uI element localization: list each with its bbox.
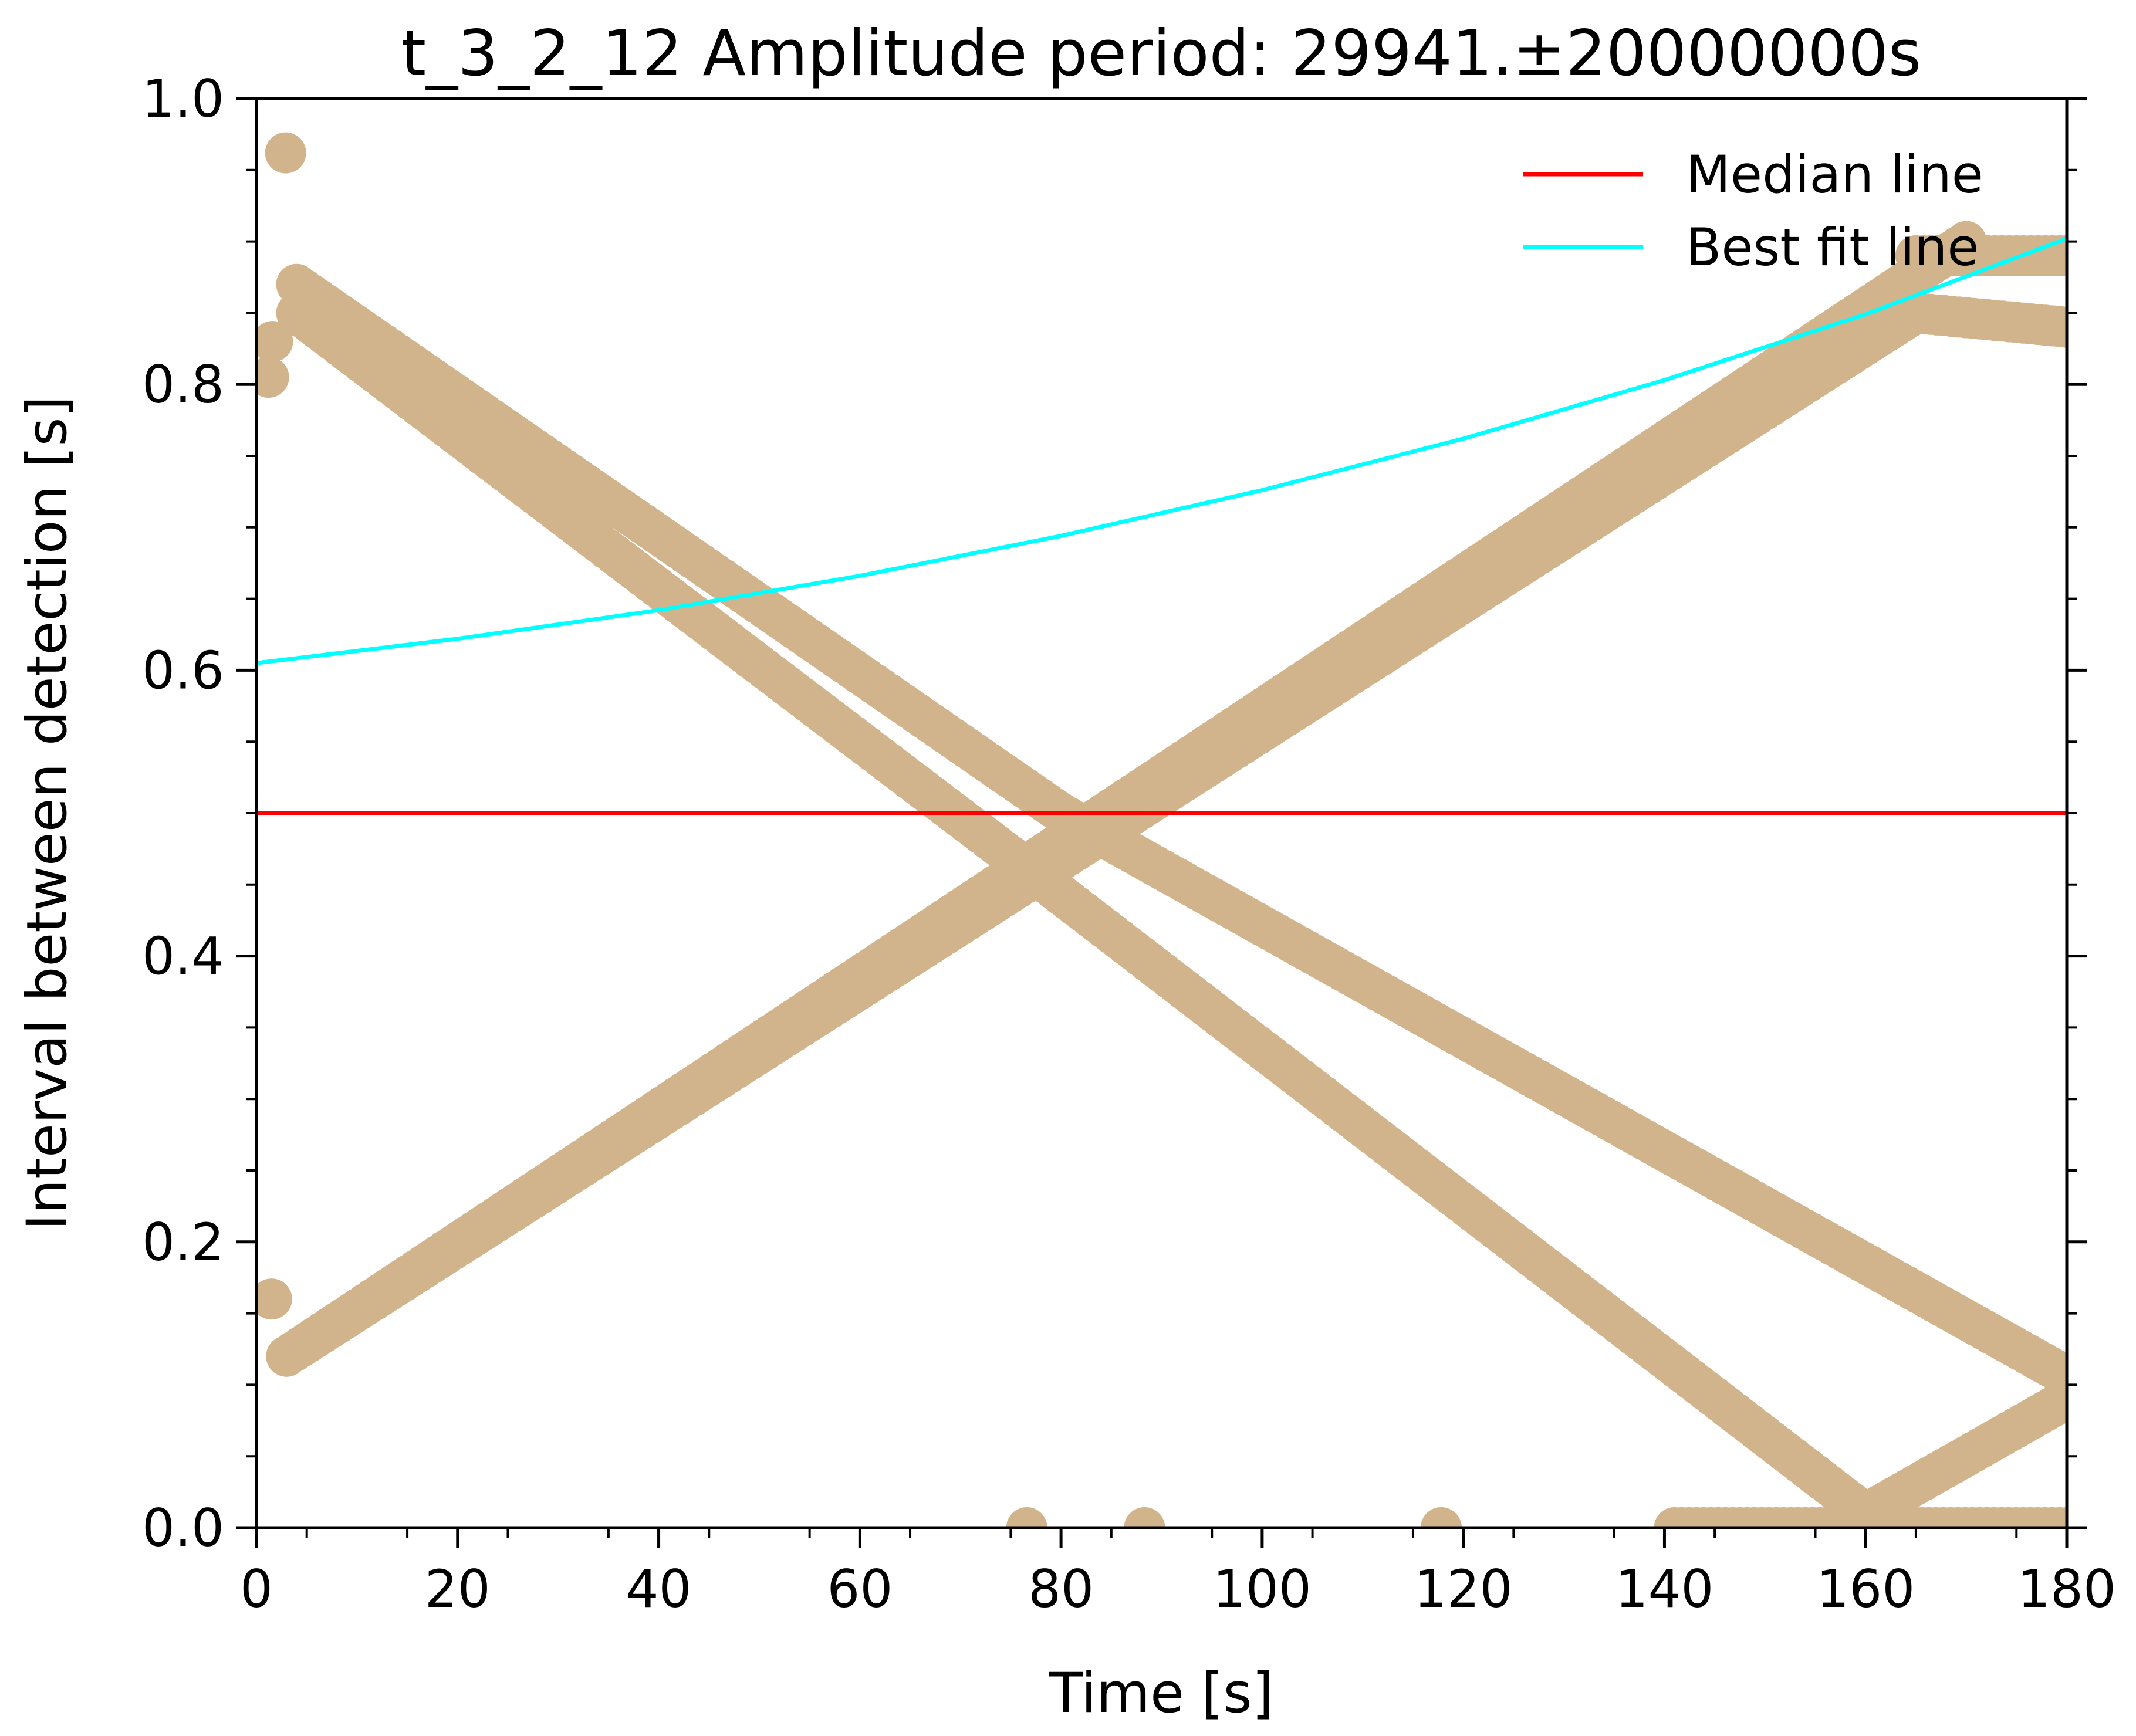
x-tick-label: 0 bbox=[240, 1559, 273, 1619]
x-axis-label: Time [s] bbox=[1049, 1661, 1273, 1725]
x-tick-label: 120 bbox=[1414, 1559, 1513, 1619]
data-point bbox=[2046, 1378, 2067, 1420]
y-axis-label: Interval between detection [s] bbox=[15, 396, 79, 1230]
data-point bbox=[2046, 1507, 2067, 1528]
data-point bbox=[256, 1278, 292, 1320]
x-tick-label: 160 bbox=[1816, 1559, 1915, 1619]
data-point bbox=[1421, 1507, 1462, 1528]
x-tick-label: 40 bbox=[626, 1559, 692, 1619]
x-tick-label: 180 bbox=[2017, 1559, 2116, 1619]
x-tick-label: 60 bbox=[827, 1559, 893, 1619]
data-point bbox=[265, 132, 306, 174]
line-layer bbox=[256, 236, 2067, 815]
chart-title: t_3_2_12 Amplitude period: 29941.±200000… bbox=[401, 17, 1921, 90]
x-tick-label: 140 bbox=[1615, 1559, 1713, 1619]
x-axis-ticks: 0 20 40 60 80 100 120 140 160 180 bbox=[240, 1528, 2116, 1619]
x-tick-label: 20 bbox=[425, 1559, 491, 1619]
data-point bbox=[256, 357, 289, 398]
x-tick-label: 100 bbox=[1213, 1559, 1312, 1619]
y-tick-label: 1.0 bbox=[142, 69, 224, 129]
scatter-layer bbox=[256, 132, 2067, 1528]
best-fit-line bbox=[256, 236, 2067, 665]
x-tick-label: 80 bbox=[1028, 1559, 1094, 1619]
y-tick-label: 0.6 bbox=[142, 640, 224, 701]
y-axis-ticks: 0.0 0.2 0.4 0.6 0.8 1.0 bbox=[142, 69, 2087, 1558]
y-tick-label: 0.4 bbox=[142, 926, 224, 987]
y-tick-label: 0.0 bbox=[142, 1498, 224, 1558]
data-point bbox=[1006, 1507, 1047, 1528]
legend-label: Median line bbox=[1686, 144, 1983, 205]
data-point bbox=[1124, 1507, 1165, 1528]
y-tick-label: 0.2 bbox=[142, 1212, 224, 1273]
legend: Median line Best fit line bbox=[1523, 144, 1983, 278]
legend-label: Best fit line bbox=[1686, 217, 1979, 278]
data-point bbox=[256, 321, 293, 363]
data-point bbox=[2046, 306, 2067, 348]
y-tick-label: 0.8 bbox=[142, 354, 224, 415]
